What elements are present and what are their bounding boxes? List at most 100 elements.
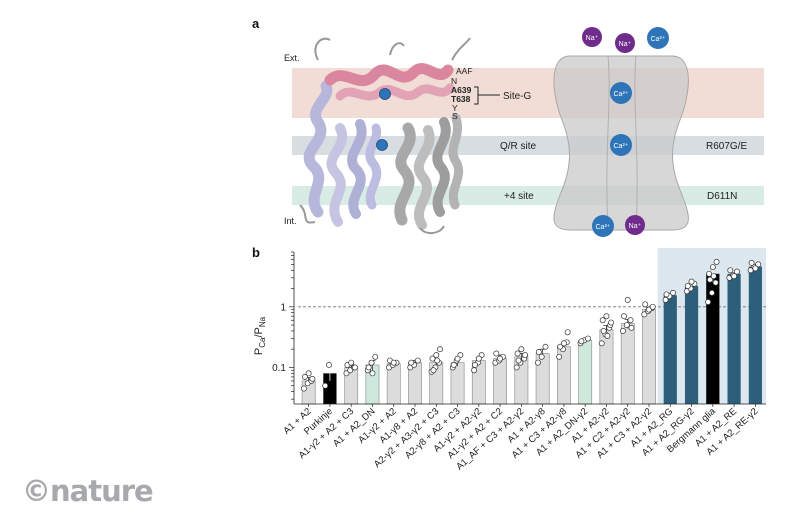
data-point [578, 338, 585, 345]
data-point [556, 353, 563, 360]
data-point [628, 324, 635, 331]
bar-20 [727, 273, 741, 404]
data-point [518, 346, 525, 353]
data-point [557, 343, 564, 350]
ca-ion-bottom [592, 215, 614, 237]
qr-site-label: Q/R site [500, 141, 537, 152]
nature-logo: ©nature [22, 474, 154, 508]
ca-ion-pore-2-label: Ca²⁺ [614, 143, 629, 150]
data-point [514, 350, 521, 357]
y-label-na: Na [258, 316, 267, 327]
ions: Na⁺ Na⁺ Ca²⁺ Ca²⁺ Ca²⁺ Ca²⁺ Na⁺ [582, 27, 669, 237]
data-point [641, 311, 648, 318]
data-point [684, 283, 691, 289]
data-point [623, 322, 630, 329]
ca-ion-pore-1-label: Ca²⁺ [614, 91, 629, 98]
bar-21 [748, 266, 762, 404]
data-point [710, 273, 717, 280]
ca-ion-top-label: Ca²⁺ [651, 36, 666, 43]
data-point [649, 303, 656, 310]
ca-ion-top [647, 27, 669, 49]
y-axis: 0.11 [272, 251, 295, 404]
data-point [515, 357, 522, 364]
data-point [408, 359, 415, 366]
data-point [450, 362, 457, 368]
r607-label: R607G/E [706, 141, 747, 152]
data-point [662, 296, 669, 303]
residue-y: Y [452, 103, 458, 113]
data-point [300, 385, 307, 392]
data-point [608, 319, 615, 326]
data-point [709, 264, 716, 271]
bar-15 [620, 323, 635, 405]
data-point [713, 258, 720, 265]
data-point [414, 357, 421, 364]
data-point [493, 350, 500, 357]
bar-19 [706, 273, 720, 404]
data-point [755, 261, 762, 268]
y-tick-label: 1 [280, 302, 286, 313]
data-point [301, 373, 308, 380]
y-label-sep: /P [253, 327, 265, 337]
data-point [434, 357, 441, 364]
data-point [705, 299, 712, 305]
data-point [627, 317, 634, 324]
y-axis-label: PCa/PNa [253, 316, 267, 355]
residue-a639: A639 [451, 85, 472, 95]
panel-b-label: b [252, 245, 260, 260]
site-g-bracket [474, 86, 500, 105]
data-point [471, 367, 478, 374]
data-point [534, 359, 541, 366]
data-point [603, 313, 610, 320]
data-point [560, 340, 567, 347]
data-point [621, 313, 627, 320]
data-point [727, 267, 734, 274]
bar-16 [642, 309, 656, 405]
data-point [599, 317, 606, 324]
data-point [535, 349, 542, 355]
ca-ion-pore-1 [610, 82, 632, 104]
data-point [437, 346, 443, 353]
data-point [663, 291, 670, 298]
data-point [326, 362, 332, 368]
data-point [620, 327, 626, 334]
data-point [600, 327, 607, 334]
data-point [670, 289, 677, 296]
data-point [712, 279, 719, 286]
panel-a-label: a [252, 16, 260, 31]
d611n-label: D611N [707, 191, 737, 202]
bar-series [300, 258, 762, 405]
data-point [731, 273, 738, 280]
na-ion-2-label: Na⁺ [619, 41, 632, 48]
data-point [542, 343, 549, 350]
data-point [707, 276, 713, 283]
data-point [538, 353, 545, 360]
na-ion-2 [615, 33, 635, 53]
residue-t638: T638 [451, 94, 471, 104]
data-point [585, 335, 591, 342]
int-label: Int. [284, 216, 297, 226]
data-point [708, 289, 715, 296]
bar-13 [578, 340, 593, 405]
data-point [368, 359, 375, 366]
data-point [309, 375, 316, 382]
data-point [624, 296, 631, 303]
data-point [433, 352, 440, 359]
data-point [733, 268, 740, 275]
data-point [322, 382, 329, 389]
data-point [372, 353, 379, 360]
residue-labels: AAF N A639 T638 Y S [451, 66, 473, 121]
data-point [343, 370, 350, 377]
data-point [564, 329, 571, 336]
site-g-label: Site-G [503, 91, 532, 102]
y-label-ca: Ca [258, 337, 267, 348]
data-point [430, 367, 437, 374]
panel-a: Ext. Int. AAF N A639 T638 Y S Site-G Q/R… [284, 27, 764, 237]
data-point [642, 301, 649, 308]
ext-label: Ext. [284, 53, 300, 63]
data-point [706, 270, 712, 277]
protein-structure [299, 37, 471, 234]
